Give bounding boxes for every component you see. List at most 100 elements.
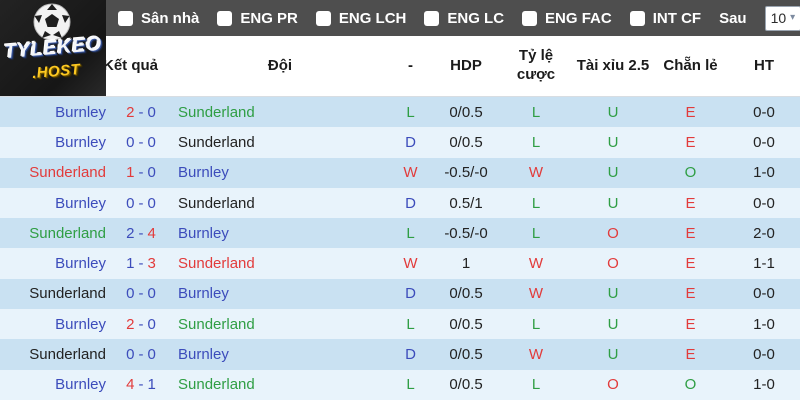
hdp-value: 0/0.5 — [449, 346, 483, 364]
table-row: Sunderland 0-0 Burnley D 0/0.5 W U E 0-0 — [0, 339, 800, 370]
away-score: 0 — [147, 285, 156, 303]
ht-score: 0-0 — [753, 103, 775, 121]
away-team: Sunderland — [178, 376, 255, 394]
score: 2-0 — [110, 316, 172, 333]
ht-score: 0-0 — [753, 194, 775, 212]
away-team: Burnley — [178, 346, 229, 364]
over-under-result: U — [607, 133, 619, 151]
match-count-select[interactable]: 10 ▾ — [764, 5, 800, 31]
away-score: 0 — [147, 315, 156, 333]
filter-label: Sân nhà — [141, 9, 200, 27]
hdp-value: 0.5/1 — [449, 194, 483, 212]
away-score: 0 — [147, 346, 156, 364]
header-team: Đội — [267, 56, 293, 74]
over-under-result: U — [607, 285, 619, 303]
score: 2-4 — [110, 225, 172, 242]
score: 0-0 — [110, 134, 172, 151]
score: 1-0 — [110, 164, 172, 181]
checkbox-icon[interactable] — [315, 10, 331, 26]
site-logo[interactable]: TYLEKEO .HOST — [0, 0, 106, 96]
away-team: Sunderland — [178, 133, 255, 151]
away-score: 4 — [147, 224, 156, 242]
ht-score: 1-0 — [753, 164, 775, 182]
filter-label: ENG PR — [240, 9, 298, 27]
table-row: Sunderland 2-4 Burnley L -0.5/-0 L O E 2… — [0, 218, 800, 249]
over-under-result: U — [607, 346, 619, 364]
filter-label: ENG LC — [447, 9, 505, 27]
filter-item-eng-lc[interactable]: ENG LC — [424, 10, 504, 27]
odd-even-result: E — [685, 315, 696, 333]
chevron-down-icon: ▾ — [790, 12, 796, 23]
filter-bar: Sân nhà ENG PR ENG LCH ENG LC ENG FAC IN… — [0, 0, 800, 36]
away-score: 0 — [147, 103, 156, 121]
logo-title: TYLEKEO — [3, 32, 103, 64]
odd-even-result: O — [684, 376, 697, 394]
score: 1-3 — [110, 255, 172, 272]
ht-score: 1-1 — [753, 255, 775, 273]
over-under-result: U — [607, 164, 619, 182]
filter-label: INT CF — [652, 9, 702, 27]
odd-even-result: E — [685, 133, 696, 151]
score-separator: - — [138, 133, 144, 151]
ht-score: 1-0 — [753, 315, 775, 333]
filter-item-sân-nhà[interactable]: Sân nhà — [118, 10, 199, 27]
home-score: 1 — [126, 255, 135, 273]
header-ht: HT — [754, 56, 774, 74]
filter-item-eng-lch[interactable]: ENG LCH — [315, 10, 406, 27]
home-score: 2 — [126, 224, 135, 242]
header-hdp: HDP — [450, 56, 482, 74]
ht-score: 0-0 — [753, 346, 775, 364]
over-under-result: O — [607, 376, 619, 394]
checkbox-icon[interactable] — [424, 10, 440, 26]
score-separator: - — [138, 285, 144, 303]
filter-label: ENG FAC — [545, 9, 612, 27]
away-team: Burnley — [178, 164, 229, 182]
score: 0-0 — [110, 346, 172, 363]
checkbox-icon[interactable] — [522, 10, 538, 26]
over-under-result: U — [607, 103, 619, 121]
hdp-value: -0.5/-0 — [444, 224, 488, 242]
table-header-row: Kết quả Đội - HDP Tỷ lệ cược Tài xỉu 2.5… — [0, 36, 800, 97]
odds-result: W — [528, 285, 544, 303]
hdp-value: 0/0.5 — [449, 285, 483, 303]
away-score: 1 — [147, 376, 156, 394]
odds-result: L — [531, 376, 541, 394]
filter-item-eng-pr[interactable]: ENG PR — [217, 10, 298, 27]
odds-result: L — [531, 194, 541, 212]
score: 0-0 — [110, 285, 172, 302]
filter-item-int-cf[interactable]: INT CF — [629, 9, 702, 27]
checkbox-icon[interactable] — [217, 10, 233, 26]
result-letter: D — [405, 285, 416, 303]
odds-result: W — [528, 346, 544, 364]
home-score: 0 — [126, 194, 135, 212]
over-under-result: O — [607, 224, 619, 242]
result-letter: L — [406, 315, 415, 333]
hdp-value: 1 — [461, 255, 471, 273]
ht-score: 0-0 — [753, 285, 775, 303]
away-score: 0 — [147, 133, 156, 151]
home-team: Sunderland — [29, 164, 106, 182]
score-separator: - — [138, 103, 144, 121]
filter-item-eng-fac[interactable]: ENG FAC — [522, 10, 612, 27]
odds-result: L — [531, 133, 541, 151]
odd-even-result: E — [685, 285, 696, 303]
home-team: Sunderland — [29, 224, 106, 242]
home-score: 2 — [126, 315, 135, 333]
ht-score: 2-0 — [753, 224, 775, 242]
home-team: Burnley — [55, 133, 106, 151]
hdp-value: 0/0.5 — [449, 376, 483, 394]
home-score: 0 — [126, 133, 135, 151]
checkbox-icon[interactable] — [629, 10, 645, 26]
hdp-value: -0.5/-0 — [444, 164, 488, 182]
odds-result: L — [531, 224, 541, 242]
score-separator: - — [138, 376, 144, 394]
hdp-value: 0/0.5 — [449, 103, 483, 121]
away-score: 0 — [147, 164, 156, 182]
checkbox-icon[interactable] — [118, 10, 133, 26]
result-letter: L — [406, 224, 415, 242]
table-row: Burnley 2-0 Sunderland L 0/0.5 L U E 1-0 — [0, 309, 800, 340]
hdp-value: 0/0.5 — [449, 133, 483, 151]
sau-label: Sau — [719, 9, 747, 27]
result-letter: D — [405, 194, 416, 212]
